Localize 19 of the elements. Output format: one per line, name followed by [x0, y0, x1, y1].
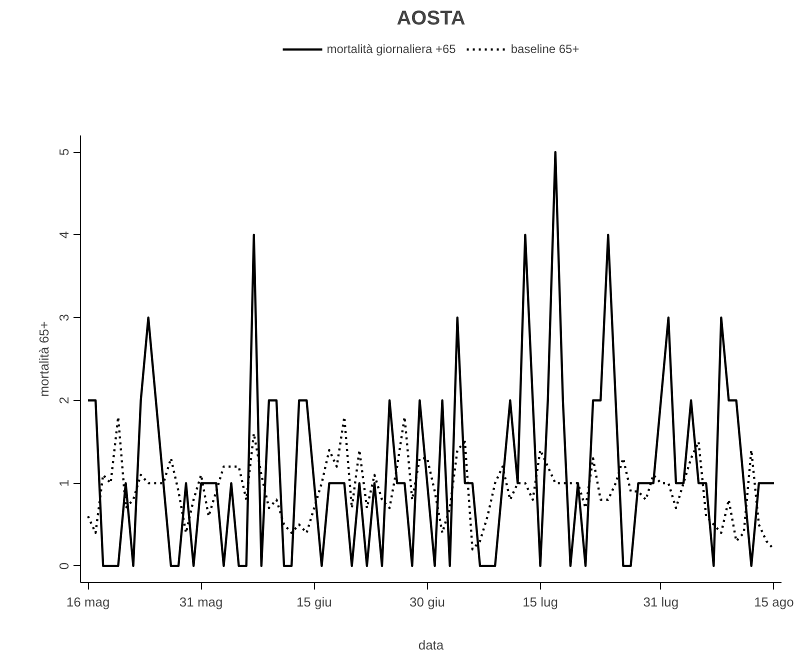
legend-label: mortalità giornaliera +65	[326, 42, 456, 56]
legend-label: baseline 65+	[510, 42, 580, 56]
y-tick-label: 4	[56, 231, 72, 238]
x-tick-label: 30 giu	[410, 594, 445, 610]
y-tick-label: 0	[56, 562, 72, 570]
x-tick-label: 15 ago	[754, 594, 794, 610]
line-series	[86, 150, 776, 568]
y-tick-label: 5	[56, 148, 72, 156]
y-tick-label: 2	[56, 396, 72, 404]
x-tick-label: 15 giu	[296, 594, 332, 610]
x-tick-label: 31 lug	[643, 594, 679, 610]
chart-title: AOSTA	[396, 8, 466, 30]
x-tick-label: 31 mag	[179, 594, 223, 610]
x-axis-title: data	[418, 638, 444, 652]
x-tick-label: 16 mag	[66, 594, 110, 610]
y-tick-label: 1	[56, 480, 72, 487]
x-tick-label: 15 lug	[522, 594, 558, 610]
y-axis-title: mortalità 65+	[36, 321, 52, 397]
y-tick-label: 3	[56, 314, 72, 322]
